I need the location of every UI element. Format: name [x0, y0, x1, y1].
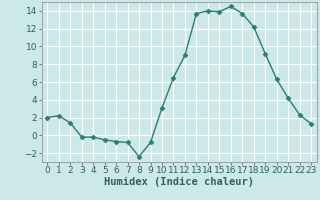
X-axis label: Humidex (Indice chaleur): Humidex (Indice chaleur)	[104, 177, 254, 187]
